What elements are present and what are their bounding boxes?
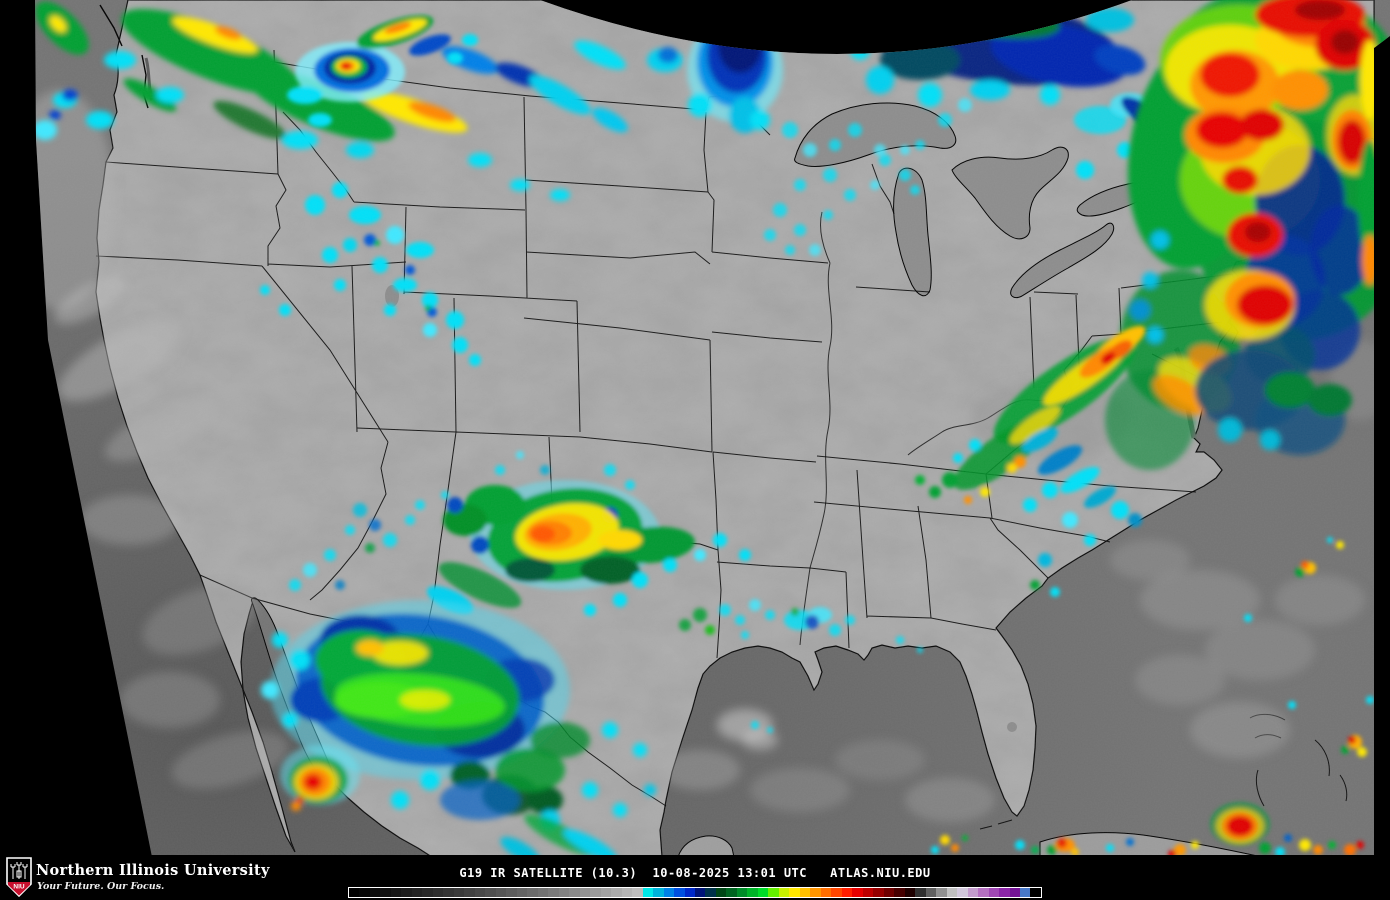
colorbar-segment	[841, 888, 853, 897]
colorbar-segment	[789, 888, 800, 897]
image-caption: G19 IR SATELLITE (10.3) 10-08-2025 13:01…	[459, 866, 931, 880]
colorbar-segment	[674, 888, 685, 897]
colorbar-segment	[516, 888, 528, 897]
colorbar-segment	[768, 888, 779, 897]
colorbar-segment	[936, 888, 947, 897]
colorbar-segment	[747, 888, 758, 897]
colorbar-segment	[1030, 888, 1041, 897]
colorbar-segment	[485, 888, 496, 897]
colorbar-segment	[883, 888, 895, 897]
colorbar-segment	[978, 888, 989, 897]
colorbar-segment	[349, 888, 360, 897]
image-grain	[35, 0, 1390, 857]
colorbar-segment	[946, 888, 958, 897]
colorbar-segment	[831, 888, 842, 897]
colorbar-segment	[862, 888, 874, 897]
colorbar-segment	[390, 888, 402, 897]
colorbar-segment	[432, 888, 444, 897]
colorbar-segment	[569, 888, 580, 897]
colorbar-segment	[873, 888, 884, 897]
colorbar-segment	[778, 888, 790, 897]
colorbar-segment	[810, 888, 821, 897]
castle-icon	[10, 862, 28, 879]
colorbar-segment	[621, 888, 633, 897]
colorbar-segment	[726, 888, 737, 897]
colorbar-segment	[495, 888, 507, 897]
colorbar-segment	[799, 888, 811, 897]
footer-bar: NIU Northern Illinois University Your Fu…	[0, 855, 1390, 900]
colorbar-segment	[558, 888, 570, 897]
colorbar-segment	[632, 888, 643, 897]
colorbar-segment	[988, 888, 1000, 897]
colorbar-segment	[527, 888, 538, 897]
colorbar-segment	[694, 888, 706, 897]
niu-shield-logo: NIU	[6, 857, 32, 897]
shield-red-band	[8, 882, 30, 896]
colorbar-segment	[653, 888, 664, 897]
colorbar-segment	[894, 888, 905, 897]
colorbar-segment	[422, 888, 433, 897]
colorbar-segment	[904, 888, 916, 897]
colorbar-segment	[359, 888, 370, 897]
colorbar-segment	[1020, 888, 1031, 897]
colorbar-segment	[999, 888, 1010, 897]
colorbar-segment	[611, 888, 622, 897]
colorbar-segment	[852, 888, 863, 897]
colorbar-segment	[380, 888, 391, 897]
colorbar-segment	[464, 888, 475, 897]
ir-temperature-colorbar	[348, 887, 1042, 898]
colorbar-segment	[506, 888, 517, 897]
colorbar-segment	[736, 888, 748, 897]
colorbar-segment	[915, 888, 926, 897]
colorbar-segment	[1009, 888, 1020, 897]
colorbar-segment	[967, 888, 979, 897]
colorbar-segment	[663, 888, 675, 897]
colorbar-segment	[369, 888, 381, 897]
colorbar-segment	[757, 888, 769, 897]
colorbar-segment	[715, 888, 727, 897]
colorbar-segment	[579, 888, 591, 897]
colorbar-segment	[590, 888, 601, 897]
colorbar-segment	[537, 888, 549, 897]
university-name: Northern Illinois University	[36, 862, 270, 879]
colorbar-segment	[705, 888, 716, 897]
colorbar-segment	[453, 888, 465, 897]
colorbar-segment	[642, 888, 654, 897]
colorbar-segment	[684, 888, 695, 897]
logo-acronym: NIU	[13, 884, 25, 891]
colorbar-segment	[443, 888, 454, 897]
colorbar-segment	[600, 888, 612, 897]
colorbar-segment	[925, 888, 937, 897]
colorbar-segment	[474, 888, 486, 897]
colorbar-segment	[411, 888, 423, 897]
colorbar-segment	[957, 888, 968, 897]
goes19-ir-satellite-map	[35, 0, 1390, 857]
colorbar-segment	[820, 888, 832, 897]
colorbar-segment	[548, 888, 559, 897]
colorbar-segment	[401, 888, 412, 897]
university-tagline: Your Future. Our Focus.	[37, 881, 165, 892]
